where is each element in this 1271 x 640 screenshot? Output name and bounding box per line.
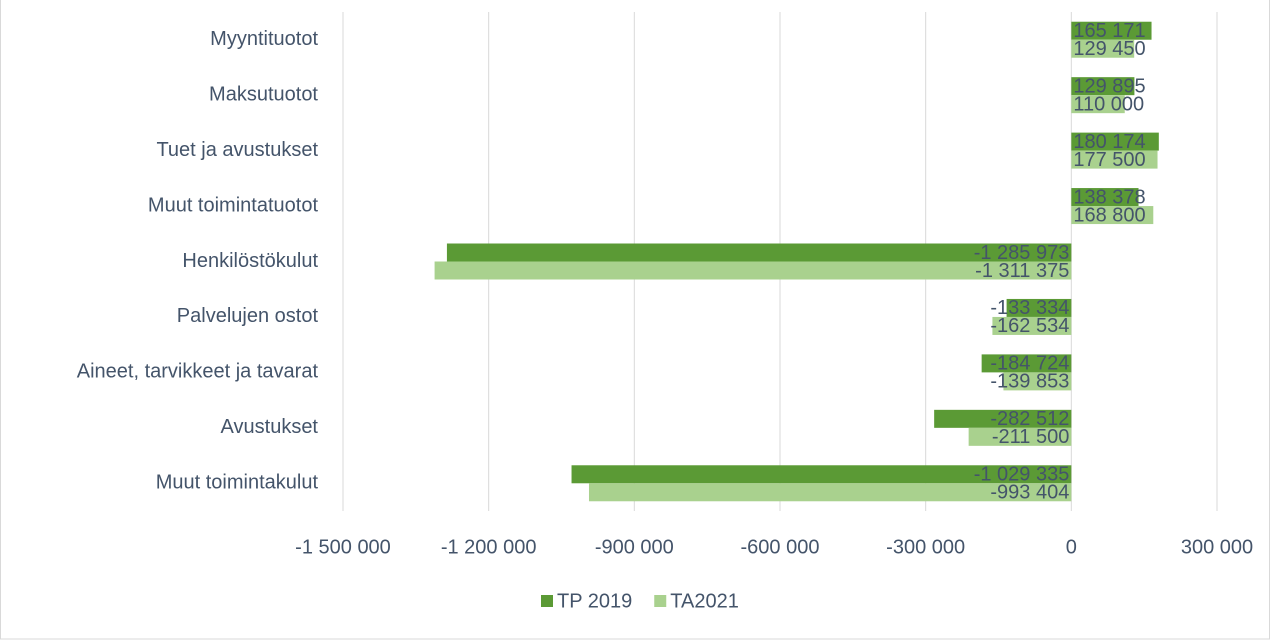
data-label: -1 311 375 [975,260,1069,282]
y-tick-label: Muut toimintakulut [156,472,319,494]
x-tick-label: -1 200 000 [441,536,537,558]
bar [434,261,1072,280]
y-tick-label: Tuet ja avustukset [156,139,318,161]
bar [1071,188,1139,207]
legend-swatch [654,595,667,607]
data-label: 168 800 [1073,204,1145,226]
x-tick-label: -300 000 [886,536,965,558]
data-label: 180 174 [1073,131,1145,153]
x-tick-label: -600 000 [741,536,820,558]
y-tick-label: Aineet, tarvikkeet ja tavarat [77,361,319,383]
data-label: 165 171 [1073,20,1145,42]
data-label: -211 500 [992,426,1069,448]
x-tick-label: -1 500 000 [295,536,391,558]
x-tick-label: -900 000 [595,536,674,558]
x-tick-label: 300 000 [1181,536,1253,558]
legend-label: TP 2019 [557,590,632,612]
bar [1071,206,1154,225]
legend-label: TA2021 [670,590,739,612]
bar [1071,77,1135,96]
data-label: -184 724 [990,353,1069,375]
bar [1071,21,1152,40]
bar [1071,39,1135,58]
data-label: -139 853 [990,371,1069,393]
bar [1003,372,1072,391]
data-label: -1 285 973 [974,242,1070,264]
data-label: 177 500 [1073,149,1145,171]
y-tick-label: Henkilöstökulut [182,250,318,272]
bar [981,354,1072,373]
data-label: 110 000 [1073,93,1144,115]
bar [588,483,1072,502]
y-tick-label: Myyntituotot [210,28,318,50]
bar [1006,298,1072,317]
data-label: -993 404 [990,482,1069,504]
data-label: -1 029 335 [974,464,1070,486]
bar [1071,95,1125,114]
data-label: 129 450 [1073,38,1145,60]
bar [992,316,1072,335]
data-label: -162 534 [990,315,1069,337]
bar [446,243,1072,262]
data-label: -282 512 [990,408,1069,430]
bar [1071,150,1158,169]
y-tick-label: Avustukset [221,416,319,438]
bar [934,409,1072,428]
data-label: -133 334 [990,297,1069,319]
data-label: 138 378 [1073,186,1145,208]
bar [1071,132,1159,151]
y-tick-label: Maksutuotot [209,83,318,105]
y-tick-label: Palvelujen ostot [177,305,319,327]
bar [571,465,1072,484]
y-tick-label: Muut toimintatuotot [148,194,319,216]
bar [968,427,1072,446]
data-label: 129 895 [1073,75,1145,97]
x-tick-label: 0 [1066,536,1077,558]
legend-swatch [541,595,553,607]
